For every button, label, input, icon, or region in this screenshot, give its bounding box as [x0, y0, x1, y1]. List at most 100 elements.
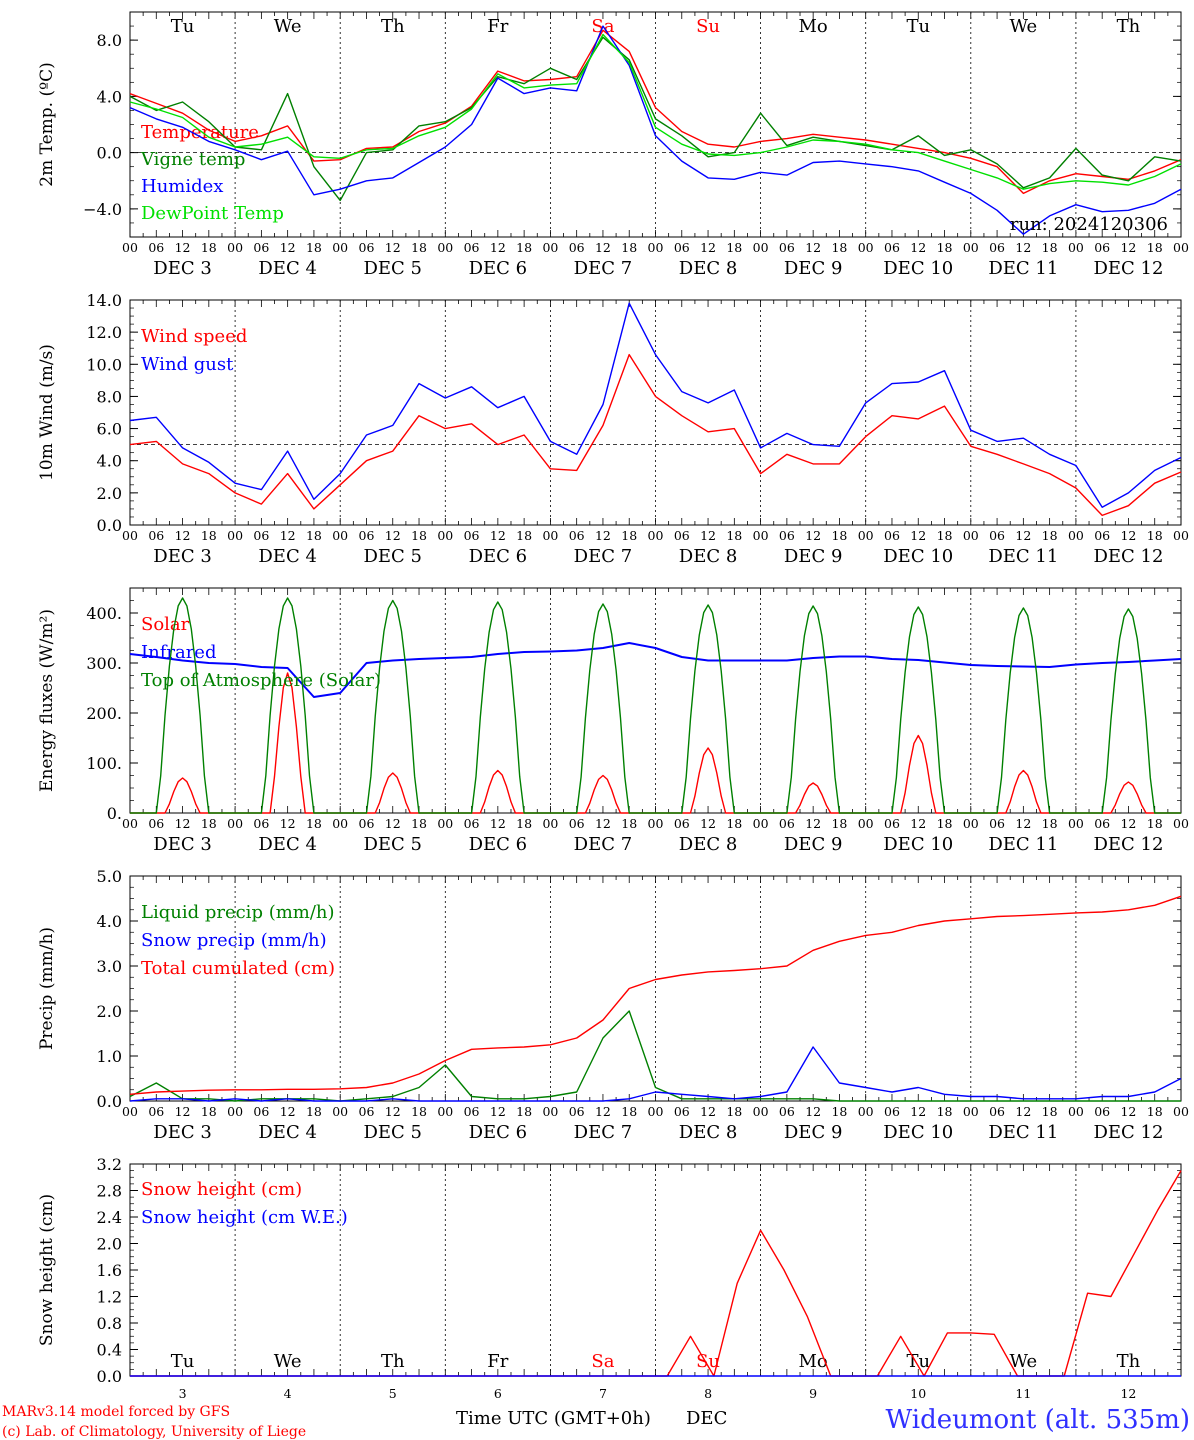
date-label: DEC 3	[153, 258, 212, 279]
date-label: DEC 7	[574, 834, 633, 855]
hour-label: 00	[122, 1104, 138, 1119]
y-tick-label: 14.0	[86, 291, 122, 310]
date-label: DEC 9	[784, 834, 843, 855]
hour-label: 12	[700, 528, 716, 543]
hour-label: 18	[516, 816, 532, 831]
hour-label: 12	[910, 816, 926, 831]
y-tick-label: −4.0	[83, 200, 122, 219]
hour-label: 18	[306, 816, 322, 831]
hour-label: 00	[332, 240, 348, 255]
weekday-label: We	[274, 1351, 302, 1372]
y-tick-label: 1.2	[97, 1288, 122, 1307]
date-label: DEC 4	[258, 258, 317, 279]
day-number-label: 12	[1120, 1386, 1136, 1401]
date-label: DEC 4	[258, 546, 317, 567]
hour-label: 00	[332, 1104, 348, 1119]
y-tick-label: 8.0	[97, 31, 122, 50]
day-number-label: 7	[599, 1386, 607, 1401]
credit-line-1: MARv3.14 model forced by GFS	[2, 1404, 230, 1420]
hour-label: 18	[201, 240, 217, 255]
hour-label: 00	[437, 1104, 453, 1119]
hour-label: 06	[779, 1104, 795, 1119]
weekday-label: Mo	[799, 1351, 828, 1372]
date-label: DEC 10	[883, 1122, 953, 1143]
hour-label: 00	[1068, 1104, 1084, 1119]
hour-label: 06	[569, 1104, 585, 1119]
hour-label: 06	[674, 1104, 690, 1119]
hour-label: 18	[1042, 816, 1058, 831]
legend-entry: Total cumulated (cm)	[141, 958, 335, 979]
hour-label: 18	[516, 528, 532, 543]
legend-entry: Wind speed	[141, 326, 247, 347]
hour-label: 06	[359, 816, 375, 831]
y-tick-label: 6.0	[97, 420, 122, 439]
weekday-label: Su	[696, 1351, 720, 1372]
legend-entry: Snow precip (mm/h)	[141, 930, 327, 951]
series-line-wind-speed	[129, 353, 1182, 517]
hour-label: 06	[359, 528, 375, 543]
hour-label: 06	[1094, 528, 1110, 543]
hour-label: 00	[227, 528, 243, 543]
hour-label: 00	[1068, 528, 1084, 543]
x-axis-month: DEC	[686, 1408, 727, 1429]
hour-label: 00	[1173, 528, 1189, 543]
hour-label: 00	[753, 816, 769, 831]
legend-entry: Humidex	[141, 176, 223, 197]
y-tick-label: 0.4	[97, 1341, 122, 1360]
hour-label: 00	[753, 528, 769, 543]
run-annotation: run: 2024120306	[1010, 214, 1168, 235]
date-label: DEC 6	[469, 546, 528, 567]
y-tick-label: 1.6	[97, 1261, 122, 1280]
hour-label: 12	[175, 528, 191, 543]
date-label: DEC 6	[469, 1122, 528, 1143]
y-axis-title: 10m Wind (m/s)	[37, 344, 57, 481]
hour-label: 12	[280, 816, 296, 831]
hour-label: 06	[253, 240, 269, 255]
hour-label: 18	[1042, 528, 1058, 543]
hour-label: 18	[831, 1104, 847, 1119]
y-tick-label: 0.0	[97, 516, 122, 535]
series-line-infrared	[129, 642, 1182, 698]
weekday-label: Su	[696, 16, 720, 37]
hour-label: 12	[805, 528, 821, 543]
day-number-label: 11	[1015, 1386, 1031, 1401]
hour-label: 00	[648, 816, 664, 831]
legend-entry: Snow height (cm)	[141, 1179, 302, 1200]
date-label: DEC 12	[1093, 1122, 1163, 1143]
hour-label: 18	[726, 240, 742, 255]
y-tick-label: 1.0	[97, 1047, 122, 1066]
series-line-top-of-atmosphere-solar-	[130, 597, 1181, 814]
date-label: DEC 7	[574, 546, 633, 567]
hour-label: 12	[700, 240, 716, 255]
hour-label: 00	[963, 816, 979, 831]
hour-label: 18	[726, 1104, 742, 1119]
hour-label: 00	[858, 528, 874, 543]
hour-label: 12	[490, 528, 506, 543]
hour-label: 00	[648, 240, 664, 255]
hour-label: 12	[595, 528, 611, 543]
date-label: DEC 10	[883, 834, 953, 855]
y-tick-label: 4.0	[97, 87, 122, 106]
hour-label: 18	[1147, 816, 1163, 831]
date-label: DEC 11	[988, 1122, 1058, 1143]
weekday-label: Th	[1117, 1351, 1141, 1372]
hour-label: 00	[122, 240, 138, 255]
hour-label: 18	[937, 816, 953, 831]
day-number-label: 6	[494, 1386, 502, 1401]
hour-label: 18	[1147, 1104, 1163, 1119]
hour-label: 00	[227, 1104, 243, 1119]
series-line-dewpoint-temp	[129, 33, 1182, 190]
weekday-label: We	[274, 16, 302, 37]
y-tick-label: 12.0	[86, 323, 122, 342]
y-tick-label: 2.0	[97, 1235, 122, 1254]
hour-label: 00	[858, 816, 874, 831]
hour-label: 00	[1173, 1104, 1189, 1119]
legend-entry: Temperature	[141, 122, 259, 143]
y-tick-label: 0.0	[97, 144, 122, 163]
date-label: DEC 7	[574, 258, 633, 279]
hour-label: 12	[385, 240, 401, 255]
day-number-label: 4	[284, 1386, 292, 1401]
date-label: DEC 8	[679, 1122, 738, 1143]
hour-label: 06	[884, 528, 900, 543]
